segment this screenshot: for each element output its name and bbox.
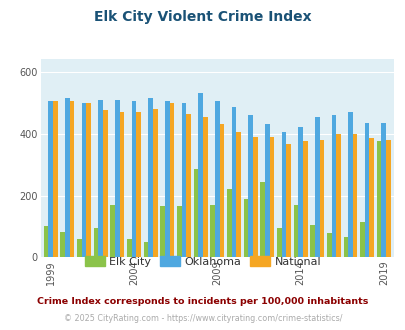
Bar <box>314 116 319 257</box>
Bar <box>127 239 131 257</box>
Bar <box>369 138 373 257</box>
Bar <box>186 114 190 257</box>
Bar <box>276 228 281 257</box>
Bar <box>286 145 290 257</box>
Bar <box>297 127 302 257</box>
Bar <box>214 101 219 257</box>
Bar <box>359 222 364 257</box>
Bar <box>347 112 352 257</box>
Bar <box>98 100 102 257</box>
Bar <box>198 93 202 257</box>
Bar <box>309 225 314 257</box>
Bar <box>102 111 107 257</box>
Bar <box>119 112 124 257</box>
Bar <box>115 100 119 257</box>
Bar <box>48 101 53 257</box>
Bar <box>226 189 231 257</box>
Bar <box>53 101 58 257</box>
Bar <box>343 237 347 257</box>
Bar <box>352 134 357 257</box>
Bar <box>164 101 169 257</box>
Bar <box>302 141 307 257</box>
Bar <box>60 232 65 257</box>
Bar <box>81 103 86 257</box>
Bar <box>236 132 240 257</box>
Bar <box>193 169 198 257</box>
Bar <box>331 115 335 257</box>
Bar <box>153 109 157 257</box>
Bar <box>181 103 186 257</box>
Bar <box>385 140 390 257</box>
Bar <box>326 233 331 257</box>
Bar <box>264 124 269 257</box>
Bar <box>143 242 148 257</box>
Bar <box>335 134 340 257</box>
Bar <box>376 141 381 257</box>
Bar <box>69 101 74 257</box>
Bar <box>177 206 181 257</box>
Text: Crime Index corresponds to incidents per 100,000 inhabitants: Crime Index corresponds to incidents per… <box>37 297 368 306</box>
Bar <box>93 228 98 257</box>
Bar <box>260 182 264 257</box>
Bar <box>293 205 297 257</box>
Bar <box>381 123 385 257</box>
Legend: Elk City, Oklahoma, National: Elk City, Oklahoma, National <box>80 252 325 272</box>
Bar <box>160 206 164 257</box>
Bar <box>43 226 48 257</box>
Bar <box>243 199 247 257</box>
Bar <box>65 98 69 257</box>
Bar <box>77 239 81 257</box>
Bar <box>247 115 252 257</box>
Text: Elk City Violent Crime Index: Elk City Violent Crime Index <box>94 10 311 24</box>
Bar <box>364 123 369 257</box>
Bar <box>252 137 257 257</box>
Bar <box>136 112 141 257</box>
Bar <box>319 140 323 257</box>
Bar <box>86 103 91 257</box>
Bar <box>231 107 236 257</box>
Bar <box>219 124 224 257</box>
Bar <box>210 205 214 257</box>
Bar <box>169 103 174 257</box>
Bar <box>148 98 153 257</box>
Text: © 2025 CityRating.com - https://www.cityrating.com/crime-statistics/: © 2025 CityRating.com - https://www.city… <box>64 314 341 323</box>
Bar <box>110 205 115 257</box>
Bar <box>281 132 286 257</box>
Bar <box>202 116 207 257</box>
Bar <box>269 137 273 257</box>
Bar <box>131 101 136 257</box>
